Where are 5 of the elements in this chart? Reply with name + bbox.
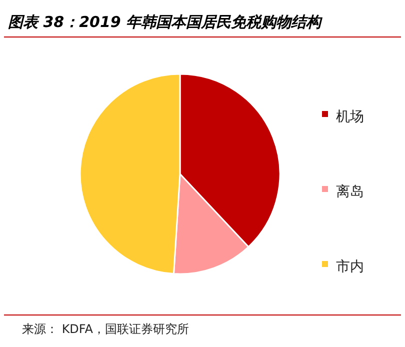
legend-label: 离岛: [336, 184, 364, 200]
chart-title: 图表 38：2019 年韩国本国居民免税购物结构: [8, 13, 324, 31]
legend-label: 市内: [336, 259, 364, 275]
source-note: 来源： KDFA，国联证券研究所: [22, 322, 189, 336]
legend-label: 机场: [336, 109, 364, 125]
